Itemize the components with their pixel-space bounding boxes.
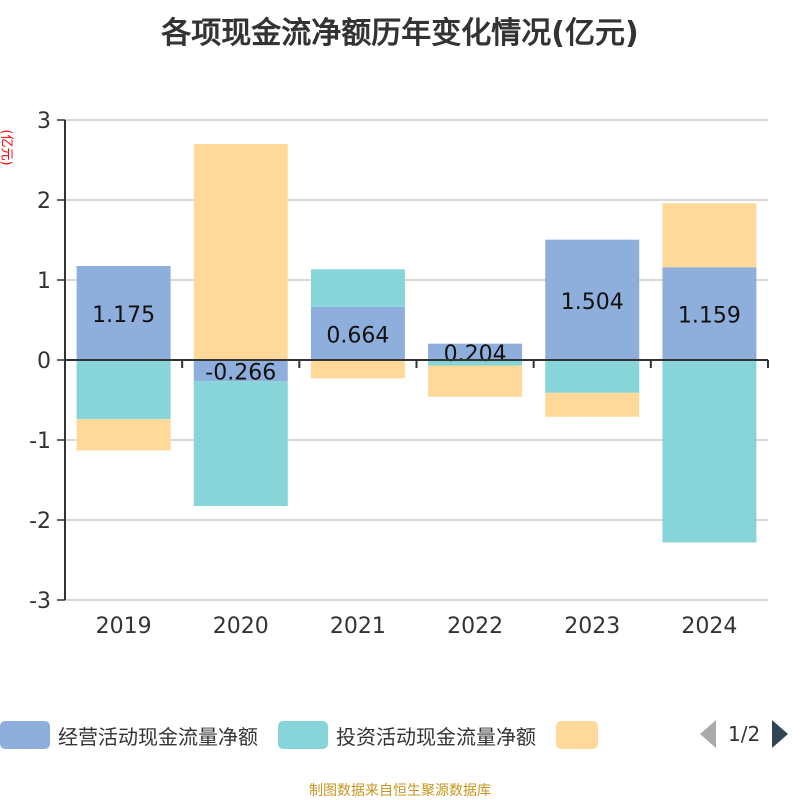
next-page-icon[interactable] (772, 720, 789, 748)
bar-segment (76, 266, 171, 360)
bar-segment (76, 419, 171, 451)
data-label: 1.175 (92, 303, 155, 328)
y-tick-label: -3 (29, 589, 51, 614)
bar-segment (545, 392, 640, 417)
x-tick-label: 2019 (96, 614, 152, 639)
bar-segment (76, 360, 171, 420)
data-label: 0.204 (444, 342, 507, 367)
x-tick-label: 2023 (564, 614, 620, 639)
x-tick-label: 2022 (447, 614, 503, 639)
bar-segment (545, 239, 640, 360)
data-label: 0.664 (326, 323, 389, 348)
bar-segment (662, 203, 757, 268)
bar-segment (428, 343, 523, 360)
bar-segment (428, 365, 523, 397)
legend-label: 投资活动现金流量净额 (336, 724, 536, 749)
legend-item-operating[interactable]: 经营活动现金流量净额 (0, 721, 258, 750)
legend-label: 经营活动现金流量净额 (58, 724, 258, 749)
y-tick-label: 1 (37, 269, 51, 294)
bar-segment (662, 360, 757, 543)
data-label: -0.266 (205, 361, 276, 386)
data-label: 1.159 (678, 304, 741, 329)
y-tick-label: 0 (37, 349, 51, 374)
bar-segment (193, 381, 288, 507)
legend-pager: 1/2 (700, 720, 789, 748)
legend-swatch (556, 721, 598, 749)
chart-plot: 3 2 1 0 -1 -2 -3 1.175 2019 -0.266 2020 0.664 2021 0.… (29, 109, 769, 639)
legend-page: 1/2 (728, 722, 761, 746)
legend-swatch (0, 721, 50, 749)
bar-segment (310, 269, 405, 307)
legend: 经营活动现金流量净额 投资活动现金流量净额 (0, 718, 626, 752)
footer-source: 制图数据来自恒生聚源数据库 (309, 783, 491, 799)
y-tick-label: -1 (29, 429, 51, 454)
legend-swatch (278, 721, 328, 749)
bar-segment (193, 144, 288, 360)
y-tick-label: -2 (29, 509, 51, 534)
legend-item-financing[interactable] (556, 721, 606, 749)
y-tick-label: 2 (37, 189, 51, 214)
y-tick-label: 3 (37, 109, 51, 134)
x-tick-label: 2021 (330, 614, 386, 639)
bar-segment (428, 360, 523, 366)
bar-segment (193, 360, 288, 382)
chart-title: 各项现金流净额历年变化情况(亿元) (161, 16, 639, 51)
bar-segment (310, 360, 405, 379)
bar-segment (545, 360, 640, 393)
bar-segment (310, 306, 405, 360)
x-tick-label: 2020 (213, 614, 269, 639)
legend-item-investing[interactable]: 投资活动现金流量净额 (278, 721, 536, 750)
prev-page-icon[interactable] (700, 720, 716, 748)
x-tick-label: 2024 (681, 614, 737, 639)
data-label: 1.504 (561, 290, 624, 315)
bar-segment (662, 267, 757, 360)
